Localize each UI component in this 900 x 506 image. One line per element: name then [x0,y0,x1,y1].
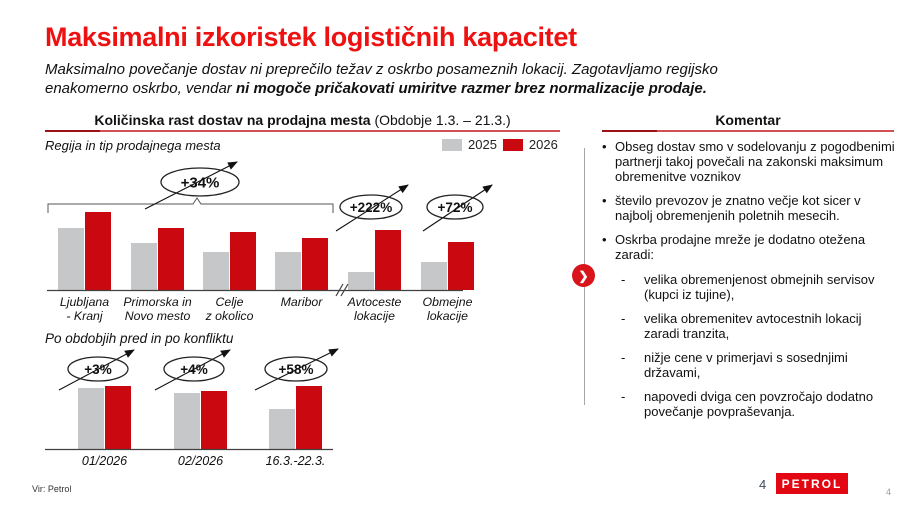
bar-2025-02-2026 [174,393,200,449]
bullet-text: Oskrba prodajne mreže je dodatno otežena… [615,232,866,263]
comment-sub-bullet: - nižje cene v primerjavi s sosednjimi dr… [602,350,898,380]
annotation-ellipse [426,194,484,220]
annotation-arrow [58,349,135,391]
category-label-01-2026: 01/2026 [82,454,127,468]
bar-2025-celje [203,252,229,290]
annotation-ellipse [264,356,328,382]
comment-bullet: • Obseg dostav smo v sodelovanju z pogodb… [602,139,898,184]
annotation-label: +72% [438,200,473,215]
corner-page-number: 4 [886,487,892,497]
axis-break-mark [335,283,344,297]
comment-sub-bullet: - velika obremenjenost obmejnih servisov … [602,272,898,302]
annotation-arrow [154,349,231,391]
category-label-celje: Celje z okolico [205,295,254,323]
source-note: Vir: Petrol [32,484,72,494]
bullet-text: nižje cene v primerjavi s sosednjimi drž… [644,349,848,380]
petrol-logo: PETROL [776,473,848,494]
bullet-marker: - [621,271,626,287]
bar-2025-maribor [275,252,301,290]
comment-sub-bullet: - velika obremenitev avtocestnih lokacij … [602,311,898,341]
axis-break-mark [340,283,349,297]
bullet-marker: • [602,139,607,154]
category-label-maribor: Maribor [281,295,324,309]
slide-title: Maksimalni izkoristek logističnih kapaci… [45,22,577,52]
bar-2026-01-2026 [105,386,131,449]
regional-growth-bar-chart: +34% +222% +72% Ljubljana - Kranj Primorska i… [47,161,493,323]
annotation-ellipse [67,356,129,382]
bar-2025-primorska-in [131,243,157,290]
comment-bullet: • Oskrba prodajne mreže je dodatno otežen… [602,232,898,262]
subtitle-line-1: Maksimalno povečanje dostav ni preprečil… [45,61,718,78]
bar-2025-ljubljana [58,228,84,290]
comment-list: • Obseg dostav smo v sodelovanju z pogodb… [602,139,898,428]
slide-subtitle: Maksimalno povečanje dostav ni preprečil… [45,60,890,98]
bar-2026-maribor [302,238,328,290]
category-label-16-3-22-3: 16.3.-22.3. [266,454,326,468]
bullet-marker: - [621,310,626,326]
subtitle-line-2-bold: ni mogoče pričakovati umiritve razmer br… [235,80,707,98]
bar-2025-avtoceste [348,272,374,290]
bullet-marker: - [621,389,626,405]
bar-2025-01-2026 [78,388,104,449]
bar-2025-obmejne [421,262,447,290]
chart-section-header: Količinska rast dostav na prodajna mesta… [45,112,560,128]
category-label-ljubljana: Ljubljana - Kranj [60,295,109,323]
bar-2026-celje [230,232,256,290]
annotation-label: +58% [279,362,314,377]
comment-section-header: Komentar [715,112,781,128]
annotation-arrow [335,184,409,232]
bar-2025-16-3-22-3 [269,409,295,449]
group-bracket [47,197,334,213]
right-header-rule [602,130,894,132]
left-header-rule [45,130,560,132]
bullet-text: velika obremenitev avtocestnih lokacij z… [644,310,862,341]
annotation-label: +3% [84,362,111,377]
comment-bullet: • število prevozov je znatno večje kot si… [602,193,898,223]
legend-label-2026: 2026 [528,137,558,152]
bar-2026-obmejne [448,242,474,290]
bar-2026-avtoceste [375,230,401,290]
bullet-marker: - [621,349,626,365]
annotation-arrow [422,184,493,232]
bullet-text: število prevozov je znatno večje kot sic… [615,193,861,224]
chevron-right-icon: ❯ [572,264,595,287]
bullet-marker: • [602,232,607,248]
annotation-label: +222% [350,200,392,215]
legend-swatch-2025 [442,138,462,151]
annotation-label: +34% [181,174,220,191]
period-growth-bar-chart: +3% +4% +58% 01/2026 02/2026 16.3.-22.3. [45,348,339,468]
legend-swatch-2026 [502,138,523,151]
chart2-title: Po obdobjih pred in po konfliktu [45,331,234,346]
category-label-obmejne: Obmejne lokacije [423,295,473,323]
bullet-text: Obseg dostav smo v sodelovanju z pogodbe… [615,139,895,185]
category-label-02-2026: 02/2026 [178,454,223,468]
bullet-marker: • [602,193,607,209]
bar-2026-ljubljana [85,212,111,290]
bar-2026-02-2026 [201,391,227,449]
chart-section-header-period: (Obdobje 1.3. – 21.3.) [370,112,511,128]
annotation-label: +4% [180,362,207,377]
category-label-primorska-in: Primorska in Novo mesto [123,295,191,323]
chart-legend: 2025 2026 [442,137,558,152]
annotation-arrow [254,348,339,391]
annotation-ellipse [160,167,240,197]
chart1-axis-note: Regija in tip prodajnega mesta [45,138,221,153]
comment-sub-bullet: - napovedi dviga cen povzročajo dodatno p… [602,389,898,419]
subtitle-line-2-regular: enakomerno oskrbo, vendar [45,80,236,98]
page-number: 4 [759,477,767,492]
chart-section-header-bold: Količinska rast dostav na prodajna mesta [94,112,371,128]
bar-2026-16-3-22-3 [296,386,322,449]
legend-label-2025: 2025 [468,137,497,152]
bullet-text: napovedi dviga cen povzročajo dodatno po… [644,389,874,420]
category-label-avtoceste: Avtoceste lokacije [347,295,402,323]
bullet-text: velika obremenjenost obmejnih servisov (… [644,271,875,302]
annotation-ellipse [339,194,403,220]
bar-2026-primorska-in [158,228,184,290]
annotation-ellipse [163,356,225,382]
subtitle-line-2: enakomerno oskrbo, vendar ni mogoče prič… [45,80,707,97]
